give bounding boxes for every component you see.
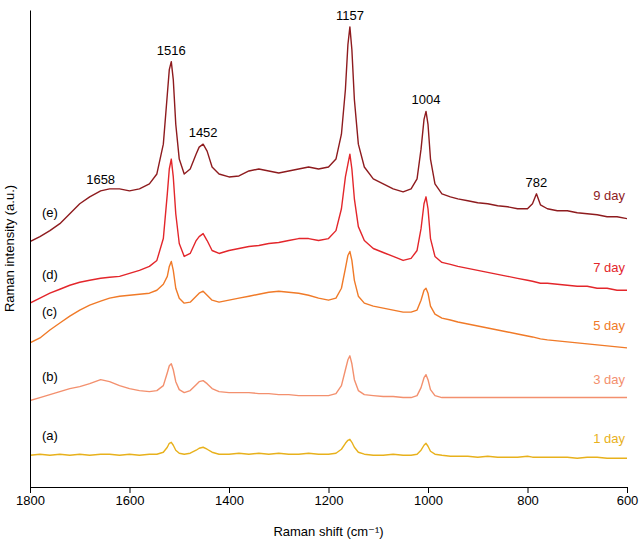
x-tick-label: 1600 xyxy=(116,493,145,508)
lines xyxy=(30,27,627,458)
y-axis xyxy=(30,11,31,488)
x-tick: 1600 xyxy=(116,487,145,508)
series-name: 1 day xyxy=(593,431,625,446)
series-name: 5 day xyxy=(593,318,625,333)
x-axis: 1800 1600 1400 1200 1000 800 600 xyxy=(16,487,638,508)
peak-label: 1452 xyxy=(189,125,218,140)
x-tick-mark xyxy=(528,487,529,493)
series-letter: (c) xyxy=(42,304,57,319)
peak-label: 782 xyxy=(526,175,548,190)
x-tick: 800 xyxy=(517,487,539,508)
x-tick-mark xyxy=(229,487,230,493)
series-letter: (b) xyxy=(42,369,58,384)
x-tick-mark xyxy=(329,487,330,493)
x-tick: 1200 xyxy=(315,487,344,508)
x-tick-label: 1000 xyxy=(414,493,443,508)
series-letter: (d) xyxy=(42,267,58,282)
series-letter: (a) xyxy=(42,428,58,443)
series-name: 3 day xyxy=(593,372,625,387)
peak-label: 1157 xyxy=(336,8,364,23)
x-tick-mark xyxy=(30,487,31,493)
spectrum-line xyxy=(30,154,627,303)
x-tick: 600 xyxy=(617,487,639,508)
peak-label: 1004 xyxy=(412,92,441,107)
series-name: 7 day xyxy=(593,260,625,275)
spectrum-line xyxy=(30,439,627,458)
x-tick-mark xyxy=(627,487,628,493)
y-axis-line xyxy=(30,11,31,488)
x-tick-label: 600 xyxy=(617,493,639,508)
spectrum-line xyxy=(30,27,627,242)
series-name: 9 day xyxy=(593,188,625,203)
x-axis-title: Raman shift (cm⁻¹) xyxy=(273,524,383,539)
x-tick-label: 1400 xyxy=(215,493,244,508)
peak-label: 1658 xyxy=(86,172,115,187)
series-letter: (e) xyxy=(42,205,58,220)
peak-labels: 1658 1516 1452 1157 1004 782 xyxy=(86,8,547,190)
x-tick-label: 1800 xyxy=(16,493,45,508)
series-labels: (a) 1 day (b) 3 day (c) 5 day (d) 7 day (e) 9 day xyxy=(42,188,625,446)
x-tick-label: 1200 xyxy=(315,493,344,508)
y-axis-title: Raman intensity (a.u.) xyxy=(2,185,17,312)
spectrum-line xyxy=(30,251,627,347)
peak-label: 1516 xyxy=(157,43,186,58)
x-tick-label: 800 xyxy=(517,493,539,508)
x-tick: 1800 xyxy=(16,487,45,508)
chart: 1800 1600 1400 1200 1000 800 600 Raman shift (c… xyxy=(0,0,639,546)
x-tick: 1000 xyxy=(414,487,443,508)
x-tick-mark xyxy=(130,487,131,493)
x-tick: 1400 xyxy=(215,487,244,508)
spectrum-line xyxy=(30,356,627,401)
x-tick-mark xyxy=(428,487,429,493)
